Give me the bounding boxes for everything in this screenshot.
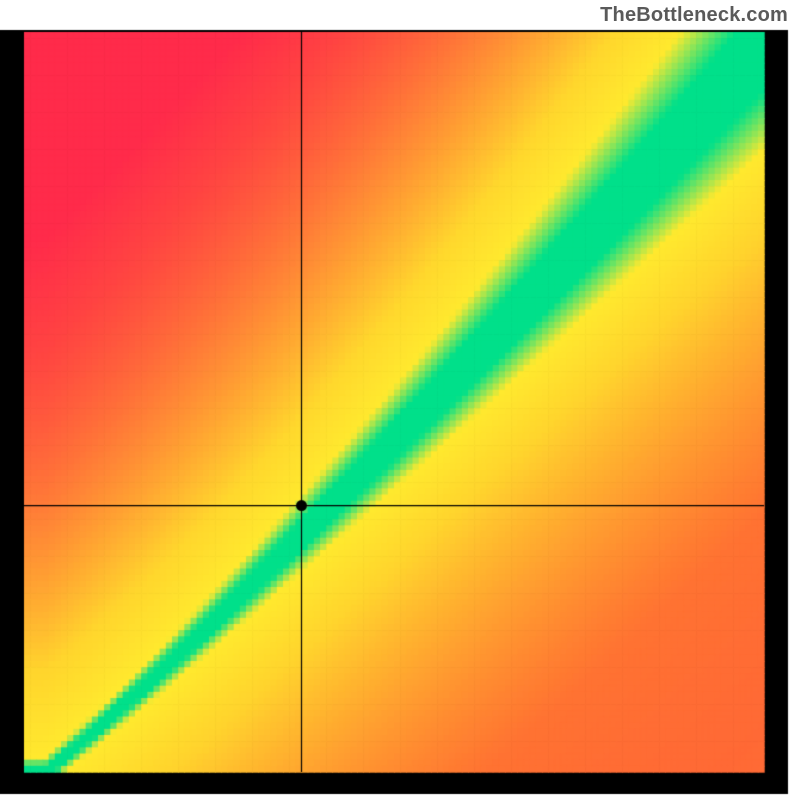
watermark-text: TheBottleneck.com (600, 4, 788, 27)
stage: TheBottleneck.com (0, 0, 800, 800)
bottleneck-heatmap (0, 0, 800, 800)
